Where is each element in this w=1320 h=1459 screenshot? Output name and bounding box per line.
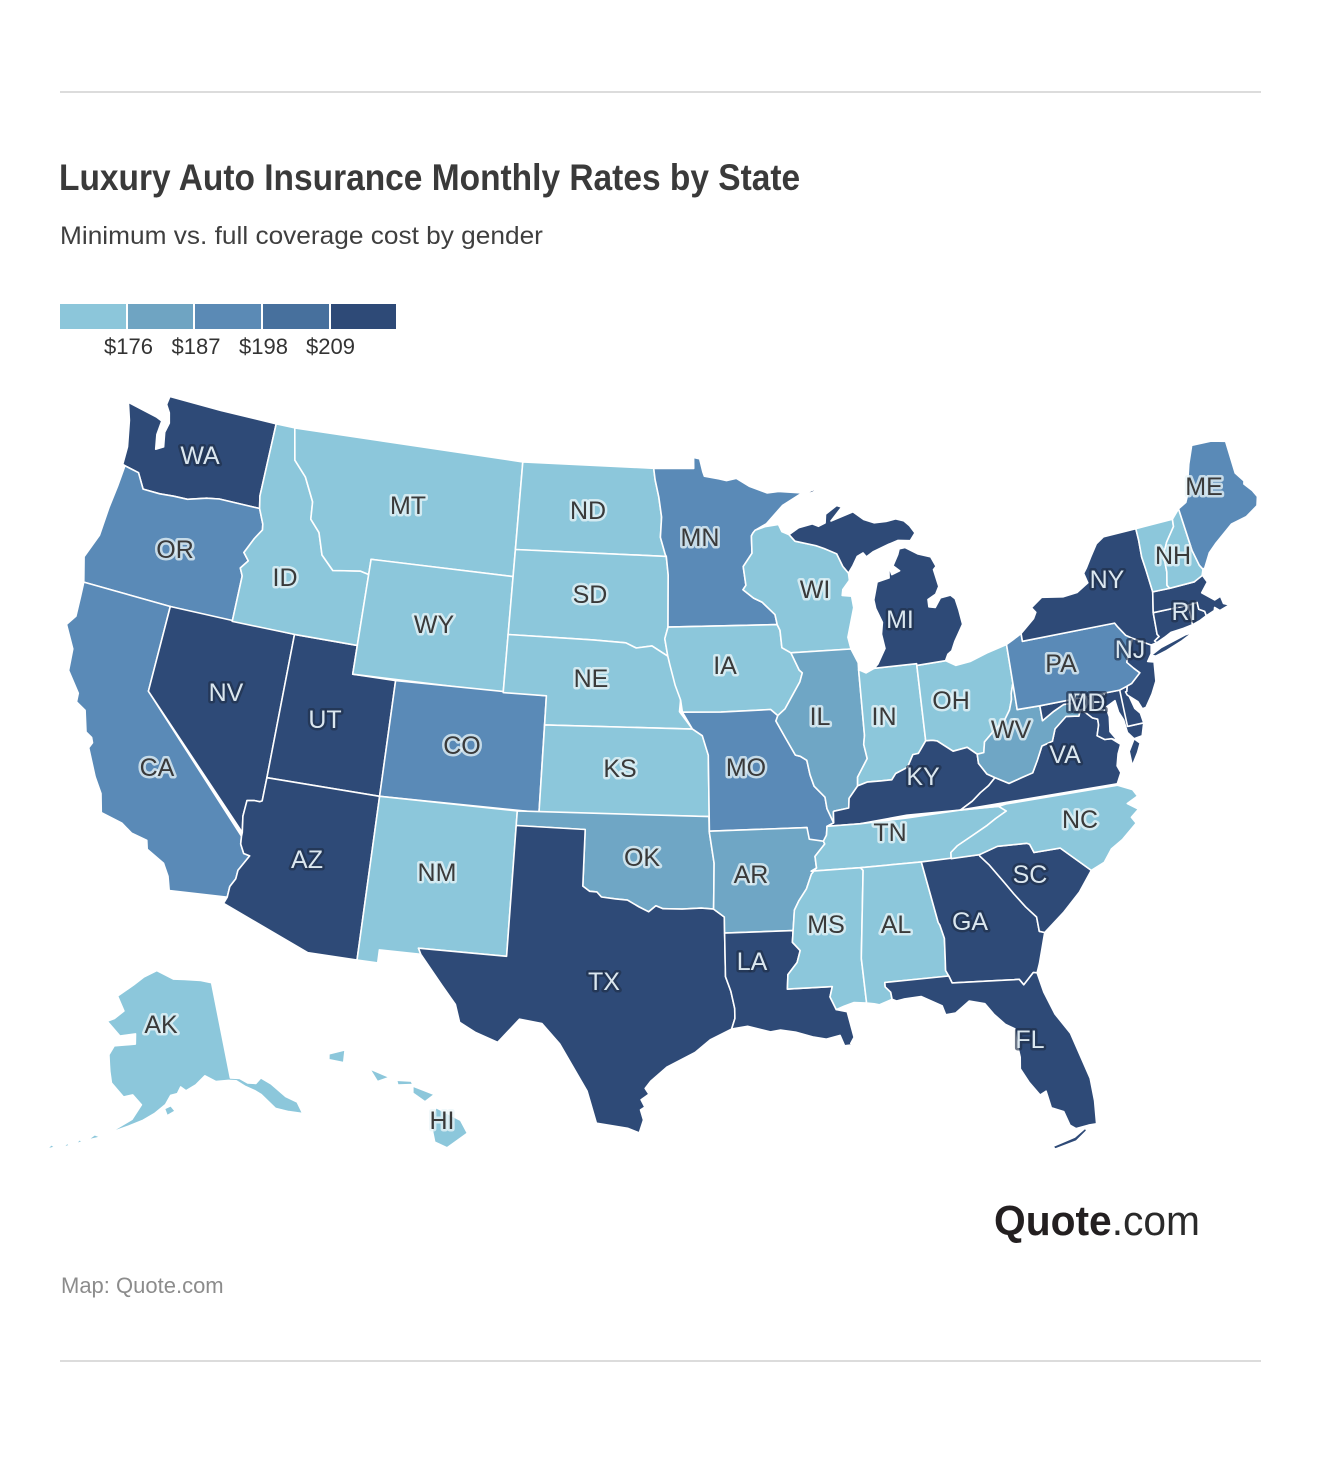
- svg-text:AL: AL: [881, 911, 912, 939]
- svg-text:PA: PA: [1045, 650, 1077, 678]
- svg-text:ME: ME: [1185, 473, 1223, 501]
- svg-text:NJ: NJ: [1115, 636, 1146, 664]
- svg-text:CA: CA: [140, 754, 175, 782]
- svg-text:DE: DE: [1072, 689, 1107, 717]
- svg-text:AK: AK: [144, 1011, 178, 1039]
- svg-text:GA: GA: [952, 908, 988, 936]
- svg-text:MT: MT: [390, 492, 426, 520]
- svg-text:AZ: AZ: [291, 846, 323, 874]
- svg-text:VA: VA: [1049, 741, 1081, 769]
- svg-text:KY: KY: [906, 763, 940, 791]
- svg-text:NM: NM: [418, 859, 457, 887]
- svg-text:LA: LA: [737, 948, 768, 976]
- svg-text:MN: MN: [681, 524, 720, 552]
- svg-text:WA: WA: [180, 442, 220, 470]
- svg-text:UT: UT: [308, 706, 341, 734]
- svg-text:MS: MS: [807, 911, 845, 939]
- svg-text:OH: OH: [932, 687, 970, 715]
- svg-text:MO: MO: [726, 754, 766, 782]
- svg-text:IN: IN: [872, 703, 897, 731]
- svg-text:OR: OR: [156, 536, 194, 564]
- svg-text:NH: NH: [1155, 542, 1191, 570]
- svg-text:IA: IA: [713, 652, 737, 680]
- svg-text:SD: SD: [573, 581, 608, 609]
- svg-text:NV: NV: [209, 679, 244, 707]
- svg-text:KS: KS: [603, 755, 636, 783]
- svg-text:NY: NY: [1090, 566, 1125, 594]
- svg-text:RI: RI: [1172, 598, 1197, 626]
- svg-text:WV: WV: [991, 716, 1032, 744]
- svg-text:FL: FL: [1015, 1026, 1044, 1054]
- svg-text:CO: CO: [443, 732, 481, 760]
- svg-text:MD: MD: [1067, 689, 1106, 717]
- svg-text:ND: ND: [570, 497, 606, 525]
- svg-text:SC: SC: [1013, 861, 1048, 889]
- svg-text:NE: NE: [574, 665, 609, 693]
- svg-text:NC: NC: [1062, 806, 1098, 834]
- svg-text:ID: ID: [273, 564, 298, 592]
- svg-text:TX: TX: [588, 968, 620, 996]
- svg-text:OK: OK: [624, 844, 660, 872]
- svg-text:AR: AR: [734, 861, 769, 889]
- svg-text:WI: WI: [800, 576, 831, 604]
- svg-text:MI: MI: [886, 606, 914, 634]
- svg-text:WY: WY: [414, 611, 455, 639]
- svg-text:IL: IL: [810, 703, 831, 731]
- svg-text:TN: TN: [873, 819, 906, 847]
- svg-text:HI: HI: [430, 1107, 455, 1135]
